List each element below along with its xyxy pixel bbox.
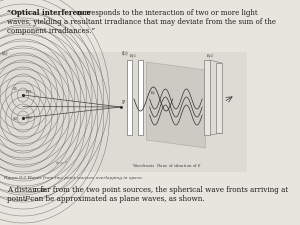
Bar	[128, 60, 132, 135]
Text: $E_{y1}$: $E_{y1}$	[129, 52, 137, 61]
Bar	[0, 52, 247, 172]
Text: Figure 9.2 Waves from two point sources overlapping in space.: Figure 9.2 Waves from two point sources …	[3, 176, 143, 180]
Text: $E_{01}$: $E_{01}$	[25, 88, 32, 96]
Text: (b): (b)	[122, 51, 128, 56]
Bar	[216, 63, 222, 133]
Bar	[204, 60, 210, 135]
Text: $S_2$: $S_2$	[11, 115, 18, 123]
Text: r: r	[34, 186, 37, 194]
Text: $E_{02}$: $E_{02}$	[25, 114, 32, 122]
Text: A distance: A distance	[7, 186, 47, 194]
Text: far from the two point sources, the spherical wave fronts arriving at: far from the two point sources, the sphe…	[38, 186, 288, 194]
Text: corresponds to the interaction of two or more light: corresponds to the interaction of two or…	[74, 9, 258, 17]
Text: d = ?: d = ?	[56, 161, 67, 165]
Text: $E_{y2}$: $E_{y2}$	[206, 52, 213, 61]
Text: Wavefronts: Wavefronts	[133, 164, 155, 168]
Text: P: P	[24, 195, 29, 203]
Text: Plane of vibration of $E$: Plane of vibration of $E$	[156, 162, 202, 169]
Bar	[138, 60, 143, 135]
Text: can be approximated as plane waves, as shown.: can be approximated as plane waves, as s…	[28, 195, 205, 203]
Text: point: point	[7, 195, 28, 203]
Text: $S_1$: $S_1$	[11, 85, 18, 93]
Text: P: P	[122, 100, 125, 105]
Polygon shape	[146, 62, 206, 148]
Text: waves, yielding a resultant irradiance that may deviate from the sum of the: waves, yielding a resultant irradiance t…	[7, 18, 276, 26]
Text: (a): (a)	[2, 51, 8, 56]
Text: “Optical interference: “Optical interference	[7, 9, 91, 17]
Text: $E_y$: $E_y$	[150, 89, 157, 98]
Text: component irradiances.”: component irradiances.”	[7, 27, 95, 35]
